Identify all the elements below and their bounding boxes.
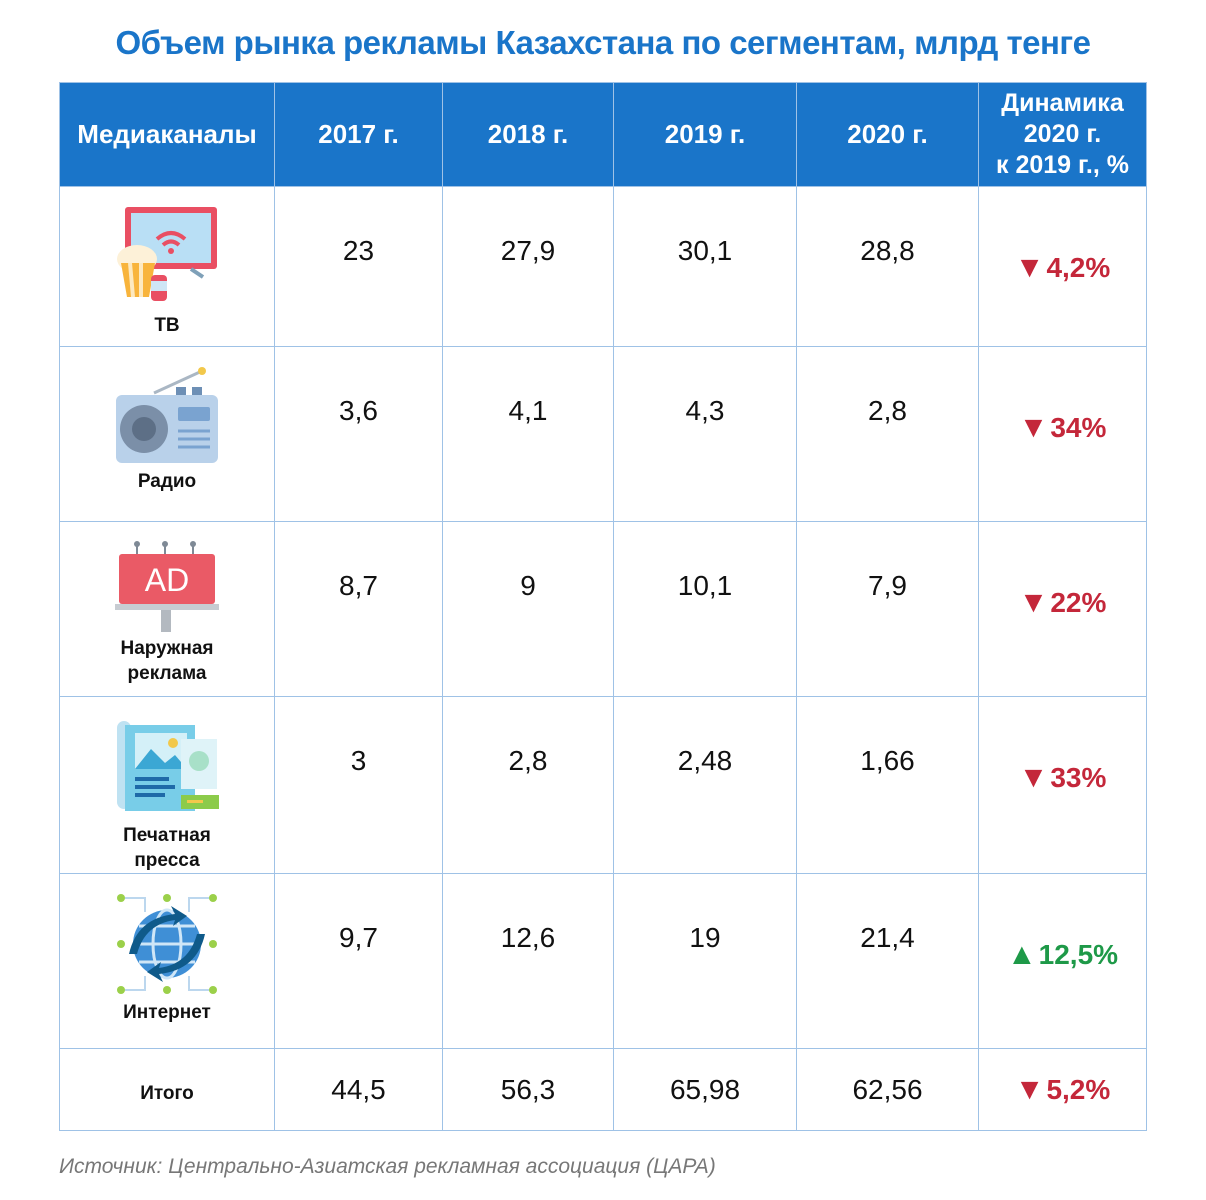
media-cell: AD Наружная реклама [59, 521, 275, 697]
dynamics-cell: ▼22% [978, 521, 1147, 697]
header-2019: 2019 г. [613, 82, 797, 187]
table-row: Интернет 9,7 12,6 19 21,4 ▲12,5% [59, 873, 1147, 1049]
total-row: Итого 44,5 56,3 65,98 62,56 ▼5,2% [59, 1048, 1147, 1131]
media-cell: Интернет [59, 873, 275, 1049]
dynamics-value: 5,2% [1046, 1073, 1111, 1105]
billboard-icon: AD [60, 540, 274, 632]
value-cell: 3,6 [274, 346, 443, 522]
source-note: Источник: Центрально-Азиатская рекламная… [59, 1155, 716, 1178]
down-triangle-icon: ▼ [1014, 1072, 1045, 1106]
media-cell: Печатная пресса [59, 696, 275, 874]
value-cell: 2,8 [442, 696, 614, 874]
total-value-cell: 44,5 [274, 1048, 443, 1131]
media-label: Интернет [60, 1000, 274, 1025]
media-label: ТВ [60, 313, 274, 338]
table-row: ТВ 23 27,9 30,1 28,8 ▼4,2% [59, 186, 1147, 347]
value-cell: 2,8 [796, 346, 979, 522]
header-row: Медиаканалы 2017 г. 2018 г. 2019 г. 2020… [59, 82, 1147, 187]
header-2020: 2020 г. [796, 82, 979, 187]
value-cell: 4,1 [442, 346, 614, 522]
total-value-cell: 62,56 [796, 1048, 979, 1131]
value-cell: 12,6 [442, 873, 614, 1049]
media-label-line: ТВ [154, 315, 180, 336]
value-cell: 3 [274, 696, 443, 874]
total-value-cell: 56,3 [442, 1048, 614, 1131]
total-label: Итого [140, 1082, 194, 1104]
value-cell: 30,1 [613, 186, 797, 347]
table-row: Печатная пресса 3 2,8 2,48 1,66 ▼33% [59, 696, 1147, 874]
header-media: Медиаканалы [59, 82, 275, 187]
media-label: Печатная пресса [60, 823, 274, 873]
up-triangle-icon: ▲ [1006, 938, 1037, 971]
dynamics-cell: ▼4,2% [978, 186, 1147, 347]
dynamics-cell: ▼33% [978, 696, 1147, 874]
value-cell: 27,9 [442, 186, 614, 347]
down-triangle-icon: ▼ [1018, 586, 1049, 619]
value-cell: 1,66 [796, 696, 979, 874]
ad-market-table: Медиаканалы 2017 г. 2018 г. 2019 г. 2020… [59, 82, 1147, 1131]
header-2017: 2017 г. [274, 82, 443, 187]
dynamics-cell: ▼34% [978, 346, 1147, 522]
media-label: Радио [60, 469, 274, 494]
down-triangle-icon: ▼ [1018, 761, 1049, 794]
media-label: Наружная реклама [60, 636, 274, 686]
dynamics-value: 22% [1050, 587, 1107, 618]
media-cell: ТВ [59, 186, 275, 347]
dynamics-value: 12,5% [1038, 939, 1119, 970]
down-triangle-icon: ▼ [1018, 411, 1049, 444]
chart-title: Объем рынка рекламы Казахстана по сегмен… [115, 24, 1091, 61]
dynamics-cell: ▼5,2% [978, 1048, 1147, 1131]
total-value-cell: 65,98 [613, 1048, 797, 1131]
media-label-line: Наружная [120, 638, 214, 659]
media-cell: Радио [59, 346, 275, 522]
svg-text:AD: AD [145, 562, 189, 598]
table-row: AD Наружная реклама 8,7 9 10,1 7,9 ▼22% [59, 521, 1147, 697]
header-dynamics-line: 2020 г. [1023, 120, 1102, 148]
value-cell: 28,8 [796, 186, 979, 347]
table-row: Радио 3,6 4,1 4,3 2,8 ▼34% [59, 346, 1147, 522]
value-cell: 8,7 [274, 521, 443, 697]
header-dynamics: Динамика 2020 г. к 2019 г., % [978, 82, 1147, 187]
value-cell: 9,7 [274, 873, 443, 1049]
header-dynamics-line: к 2019 г., % [996, 151, 1129, 179]
media-label-line: Радио [137, 471, 197, 492]
globe-icon [60, 892, 274, 996]
value-cell: 2,48 [613, 696, 797, 874]
media-label-line: Интернет [123, 1002, 211, 1023]
value-cell: 21,4 [796, 873, 979, 1049]
radio-icon [60, 365, 274, 465]
media-label-line: пресса [134, 850, 200, 871]
dynamics-value: 4,2% [1046, 252, 1111, 283]
header-dynamics-line: Динамика [1001, 89, 1124, 117]
value-cell: 9 [442, 521, 614, 697]
media-label-line: Печатная [123, 825, 211, 846]
dynamics-value: 34% [1050, 412, 1107, 443]
value-cell: 23 [274, 186, 443, 347]
down-triangle-icon: ▼ [1014, 251, 1045, 284]
value-cell: 7,9 [796, 521, 979, 697]
tv-icon [60, 205, 274, 309]
value-cell: 4,3 [613, 346, 797, 522]
dynamics-cell: ▲12,5% [978, 873, 1147, 1049]
dynamics-value: 33% [1050, 762, 1107, 793]
header-2018: 2018 г. [442, 82, 614, 187]
value-cell: 19 [613, 873, 797, 1049]
media-label-line: реклама [127, 663, 207, 684]
total-label-cell: Итого [59, 1048, 275, 1131]
magazine-icon [60, 715, 274, 819]
value-cell: 10,1 [613, 521, 797, 697]
